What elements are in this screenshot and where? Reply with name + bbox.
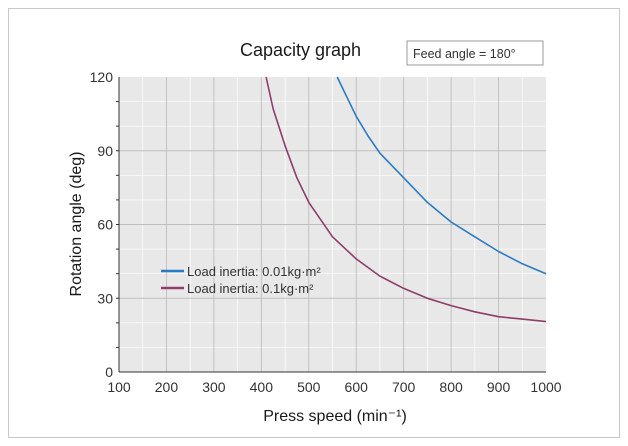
y-tick-label: 120 [90, 69, 114, 85]
x-tick-labels: 100 200 300 400 500 600 700 800 900 1000 [107, 379, 561, 395]
legend-label-0.01: Load inertia: 0.01kg·m² [187, 264, 321, 279]
y-axis-label: Rotation angle (deg) [68, 152, 85, 297]
legend-label-0.1: Load inertia: 0.1kg·m² [187, 281, 314, 296]
y-tick-label: 90 [97, 143, 113, 159]
x-tick-label: 100 [107, 379, 131, 395]
y-tick-label: 30 [97, 290, 113, 306]
series-line-0 [336, 76, 547, 275]
annotation-box [406, 40, 544, 66]
y-tick-label: 60 [97, 217, 113, 233]
x-tick-label: 600 [345, 379, 369, 395]
major-gridlines [119, 77, 546, 372]
x-tick-label: 700 [392, 379, 416, 395]
axes [116, 77, 546, 373]
series-layer [265, 76, 547, 323]
x-tick-label: 200 [155, 379, 179, 395]
legend: Load inertia: 0.01kg·m² Load inertia: 0.… [161, 264, 321, 296]
feed-angle-annotation: Feed angle = 180° [413, 47, 516, 61]
y-tick-label: 0 [105, 364, 113, 380]
chart-frame: 100 200 300 400 500 600 700 800 900 1000 0 30 60 90 1… [8, 8, 620, 438]
x-tick-label: 500 [297, 379, 321, 395]
y-tick-labels: 0 30 60 90 120 [90, 69, 114, 380]
capacity-chart: 100 200 300 400 500 600 700 800 900 1000 0 30 60 90 1… [68, 40, 562, 425]
x-tick-label: 300 [202, 379, 226, 395]
x-axis-label: Press speed (min⁻¹) [263, 408, 407, 425]
minor-gridlines [119, 77, 546, 372]
x-tick-label: 1000 [530, 379, 561, 395]
chart-title: Capacity graph [240, 40, 361, 60]
x-tick-label: 900 [487, 379, 511, 395]
x-tick-label: 400 [250, 379, 274, 395]
series-line-1 [265, 76, 547, 323]
x-tick-label: 800 [439, 379, 463, 395]
